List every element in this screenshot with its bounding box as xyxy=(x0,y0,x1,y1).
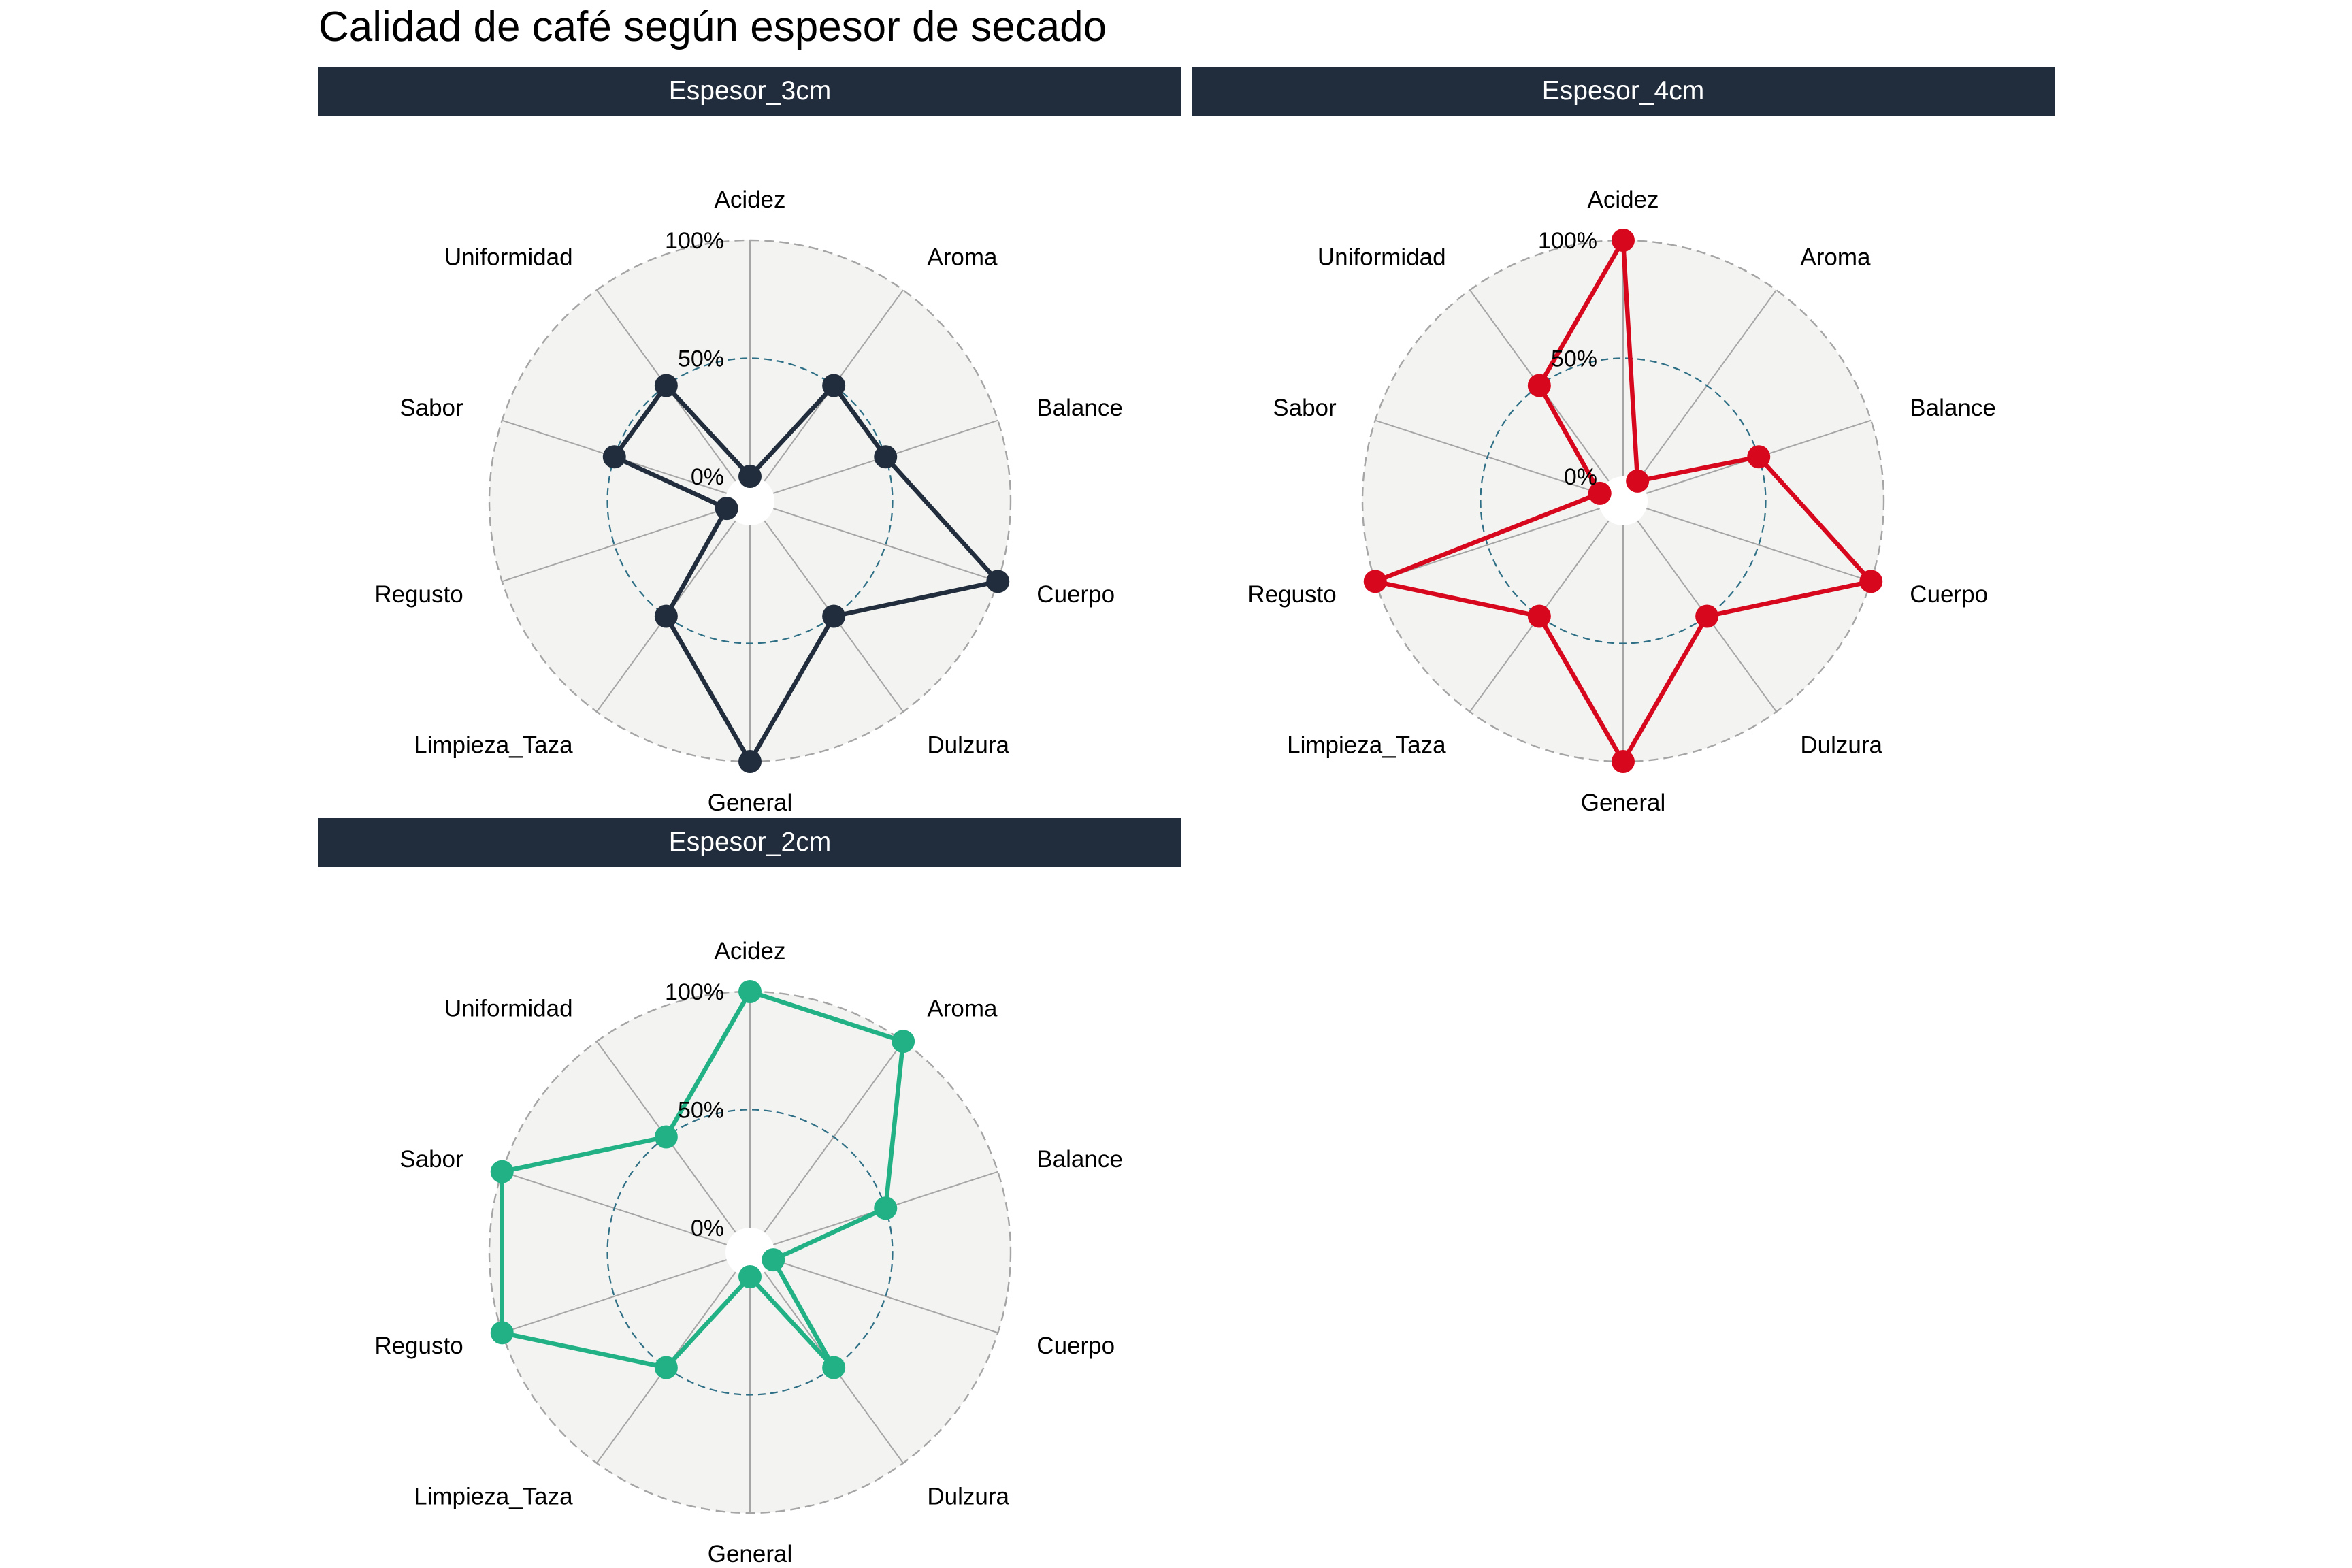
data-point-regusto xyxy=(715,497,738,521)
data-point-limpieza-taza xyxy=(654,604,678,628)
radial-tick-label: 50% xyxy=(678,346,724,372)
facet-strip-label: Espesor_3cm xyxy=(318,67,1181,116)
radial-tick-label: 0% xyxy=(691,1215,724,1241)
axis-label-balance: Balance xyxy=(1036,395,1122,421)
radial-tick-label: 100% xyxy=(665,979,724,1005)
data-point-limpieza-taza xyxy=(654,1356,678,1379)
axis-label-dulzura: Dulzura xyxy=(1800,732,1882,758)
axis-label-cuerpo: Cuerpo xyxy=(1910,581,1988,608)
data-point-cuerpo xyxy=(762,1248,785,1272)
data-point-uniformidad xyxy=(1527,374,1551,397)
axis-label-regusto: Regusto xyxy=(374,581,463,608)
data-point-general xyxy=(738,750,762,773)
data-point-dulzura xyxy=(1695,604,1719,628)
data-point-cuerpo xyxy=(1859,570,1883,593)
radar-spoke xyxy=(1375,508,1601,583)
axis-label-acidez: Acidez xyxy=(714,186,785,213)
facet-panel-espesor-3cm: Espesor_3cm 0% 50% 100% Acidez Aroma Balance C… xyxy=(318,67,1181,816)
data-point-uniformidad xyxy=(654,374,678,397)
axis-label-limpieza-taza: Limpieza_Taza xyxy=(1287,732,1446,758)
data-point-balance xyxy=(1747,445,1771,469)
radial-tick-label: 50% xyxy=(1551,346,1597,372)
axis-label-sabor: Sabor xyxy=(399,395,463,421)
data-point-regusto xyxy=(1363,570,1387,593)
axis-label-cuerpo: Cuerpo xyxy=(1036,581,1115,608)
data-point-general xyxy=(1612,750,1635,773)
facet-strip-label: Espesor_4cm xyxy=(1192,67,2055,116)
axis-label-dulzura: Dulzura xyxy=(927,1483,1009,1509)
data-point-regusto xyxy=(490,1321,514,1345)
data-point-sabor xyxy=(490,1160,514,1183)
radar-chart-espesor-4cm: 0% 50% 100% Acidez Aroma Balance Cuerpo Dulzura… xyxy=(1247,186,1995,816)
radar-center xyxy=(725,1228,774,1277)
data-point-sabor xyxy=(1588,481,1612,505)
data-point-aroma xyxy=(1626,469,1650,493)
axis-label-uniformidad: Uniformidad xyxy=(444,244,573,271)
facet-strip-label: Espesor_2cm xyxy=(318,818,1181,867)
gridline-50 xyxy=(1480,357,1767,644)
axis-label-balance: Balance xyxy=(1910,395,1995,421)
axis-label-general: General xyxy=(708,789,793,816)
axis-label-uniformidad: Uniformidad xyxy=(1318,244,1446,271)
axis-label-cuerpo: Cuerpo xyxy=(1036,1333,1115,1359)
radar-chart-espesor-3cm: 0% 50% 100% Acidez Aroma Balance Cuerpo Dulzura… xyxy=(374,186,1122,816)
gridline-50 xyxy=(606,357,894,644)
data-point-acidez xyxy=(738,980,762,1003)
axis-label-aroma: Aroma xyxy=(927,996,998,1022)
data-point-dulzura xyxy=(822,1356,846,1379)
axis-label-balance: Balance xyxy=(1036,1146,1122,1173)
chart-title: Calidad de café según espesor de secado xyxy=(318,3,1107,50)
data-point-general xyxy=(738,1265,762,1288)
facet-panel-espesor-2cm: Espesor_2cm 0% 50% 100% Acidez Aroma Balance C… xyxy=(318,818,1181,1567)
axis-label-general: General xyxy=(1581,789,1666,816)
radial-tick-label: 100% xyxy=(1538,228,1597,254)
axis-label-regusto: Regusto xyxy=(1247,581,1336,608)
radial-tick-label: 0% xyxy=(1564,464,1597,490)
data-point-aroma xyxy=(892,1030,915,1054)
data-point-uniformidad xyxy=(654,1125,678,1149)
axis-label-aroma: Aroma xyxy=(1800,244,1871,271)
radar-center xyxy=(725,476,774,525)
axis-label-acidez: Acidez xyxy=(1587,186,1659,213)
axis-label-uniformidad: Uniformidad xyxy=(444,996,573,1022)
radar-spoke xyxy=(502,1259,728,1334)
radar-spoke xyxy=(502,508,728,583)
radar-chart-espesor-2cm: 0% 50% 100% Acidez Aroma Balance Cuerpo Dulzura… xyxy=(374,938,1122,1567)
axis-label-regusto: Regusto xyxy=(374,1333,463,1359)
radial-tick-label: 100% xyxy=(665,228,724,254)
data-point-cuerpo xyxy=(986,570,1010,593)
data-point-limpieza-taza xyxy=(1527,604,1551,628)
axis-label-dulzura: Dulzura xyxy=(927,732,1009,758)
data-point-aroma xyxy=(822,374,846,397)
radial-tick-label: 50% xyxy=(678,1098,724,1124)
facet-panel-espesor-4cm: Espesor_4cm 0% 50% 100% Acidez Aroma Balance C… xyxy=(1192,67,2055,816)
data-point-acidez xyxy=(738,465,762,488)
radial-tick-label: 0% xyxy=(691,464,724,490)
axis-label-sabor: Sabor xyxy=(399,1146,463,1173)
axis-label-acidez: Acidez xyxy=(714,938,785,964)
data-point-sabor xyxy=(602,445,626,469)
axis-label-sabor: Sabor xyxy=(1273,395,1337,421)
data-point-balance xyxy=(874,1196,898,1220)
axis-label-general: General xyxy=(708,1541,793,1567)
data-point-dulzura xyxy=(822,604,846,628)
axis-label-limpieza-taza: Limpieza_Taza xyxy=(414,732,573,758)
axis-label-aroma: Aroma xyxy=(927,244,998,271)
axis-label-limpieza-taza: Limpieza_Taza xyxy=(414,1483,573,1509)
radar-spoke xyxy=(772,508,998,583)
gridline-50 xyxy=(606,1109,894,1396)
radar-spoke xyxy=(772,1259,998,1334)
radar-spoke xyxy=(1646,508,1872,583)
data-point-balance xyxy=(874,445,898,469)
data-point-acidez xyxy=(1612,229,1635,252)
